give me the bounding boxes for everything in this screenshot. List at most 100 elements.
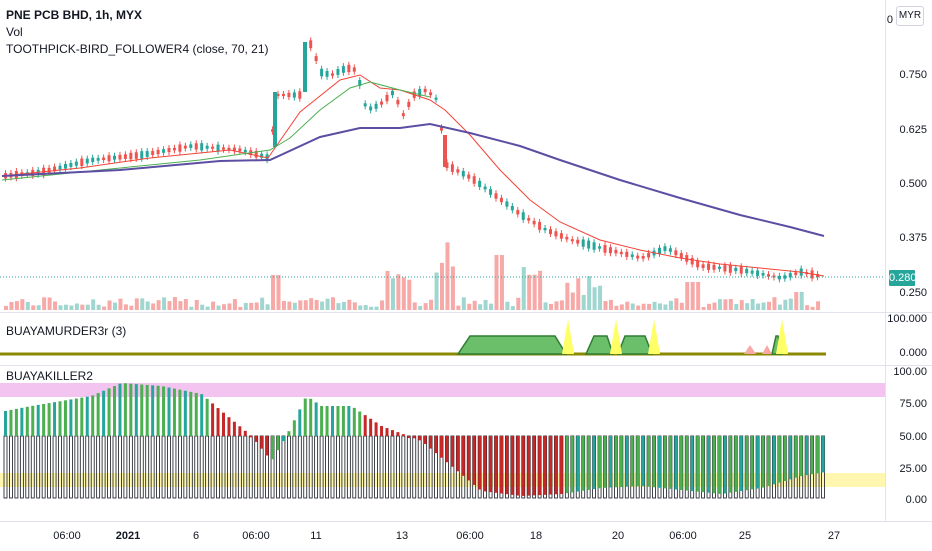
oscillator-fill xyxy=(521,436,525,496)
price-chart[interactable] xyxy=(0,0,885,312)
candle xyxy=(53,166,57,172)
oscillator-fill xyxy=(341,406,345,436)
candle xyxy=(134,152,138,159)
oscillator-fill xyxy=(723,436,727,494)
oscillator-bar xyxy=(58,435,62,499)
volume-bar xyxy=(85,304,90,310)
oscillator-fill xyxy=(118,383,122,436)
candle xyxy=(434,97,438,100)
volume-bar xyxy=(118,298,123,310)
oscillator-bar xyxy=(417,435,422,499)
pane-divider[interactable] xyxy=(0,365,932,366)
oscillator-fill xyxy=(581,436,585,491)
volume-bar xyxy=(805,305,810,310)
time-label: 27 xyxy=(827,530,841,542)
time-axis[interactable]: 06:00 2021 6 06:00 11 13 06:00 18 20 06:… xyxy=(0,521,932,551)
oscillator-fill xyxy=(374,422,378,436)
volume-bar xyxy=(309,298,314,310)
volume-bar xyxy=(369,306,374,310)
volume-bar xyxy=(232,299,237,310)
murder-axis[interactable]: 100.000 0.000 xyxy=(885,313,932,365)
volume-bar xyxy=(559,300,564,310)
volume-bar xyxy=(505,301,510,310)
oscillator-fill xyxy=(227,417,231,436)
oscillator-fill xyxy=(53,402,57,436)
pane-divider[interactable] xyxy=(0,312,932,313)
oscillator-fill xyxy=(25,406,29,436)
oscillator-fill xyxy=(554,436,558,495)
oscillator-fill xyxy=(549,436,552,495)
oscillator-fill xyxy=(598,436,602,489)
oscillator-fill xyxy=(559,436,563,495)
volume-bar xyxy=(641,303,646,310)
volume-bar xyxy=(467,303,472,310)
volume-bar xyxy=(625,301,630,310)
killer-tick: 25.00 xyxy=(899,463,927,475)
oscillator-bar xyxy=(118,435,122,499)
oscillator-fill xyxy=(499,436,503,494)
oscillator-fill xyxy=(205,398,209,436)
oscillator-bar xyxy=(47,435,51,499)
volume-bar xyxy=(576,278,581,310)
volume-bar xyxy=(320,301,325,310)
oscillator-fill xyxy=(756,436,760,489)
candle xyxy=(658,247,661,254)
candle xyxy=(647,252,651,258)
candle xyxy=(145,151,149,157)
volume-bar xyxy=(390,278,395,310)
oscillator-fill xyxy=(183,390,187,436)
candle xyxy=(118,154,122,160)
price-axis[interactable]: 0 0.750 0.625 0.500 0.375 0.250 xyxy=(885,0,932,312)
volume-bar xyxy=(107,300,112,310)
volume-bar xyxy=(543,302,548,310)
volume-bar xyxy=(761,302,766,310)
candle xyxy=(663,246,667,252)
currency-button[interactable]: MYR xyxy=(896,6,924,26)
killer-chart[interactable] xyxy=(0,366,885,521)
time-label: 2021 xyxy=(115,530,141,542)
oscillator-fill xyxy=(636,436,640,487)
volume-bar xyxy=(63,304,68,310)
candle xyxy=(816,273,820,278)
candle xyxy=(559,233,563,239)
oscillator-fill xyxy=(232,421,236,436)
oscillator-fill xyxy=(745,436,749,491)
ma-slow-line xyxy=(1,122,825,237)
volume-bar xyxy=(58,305,63,310)
oscillator-fill xyxy=(712,436,716,494)
candle xyxy=(309,40,313,49)
killer-axis[interactable]: 100.00 75.00 50.00 25.00 0.00 xyxy=(885,366,932,521)
murder-pane[interactable]: BUAYAMURDER3r (3) xyxy=(0,313,885,365)
candle xyxy=(510,205,514,211)
oscillator-fill xyxy=(363,415,367,436)
candle xyxy=(162,149,166,153)
volume-bar xyxy=(303,300,308,310)
candle xyxy=(783,275,787,279)
oscillator-bar xyxy=(297,435,302,499)
oscillator-bar xyxy=(14,435,19,499)
oscillator-fill xyxy=(123,383,127,436)
oscillator-fill xyxy=(783,436,787,481)
candle xyxy=(505,201,509,207)
oscillator-bar xyxy=(9,435,13,499)
signal-hump xyxy=(584,335,615,355)
oscillator-bar xyxy=(385,435,389,499)
killer-pane[interactable]: BUAYAKILLER2 xyxy=(0,366,885,521)
oscillator-bar xyxy=(357,435,362,499)
candle xyxy=(603,245,607,253)
oscillator-fill xyxy=(396,432,400,436)
volume-bar xyxy=(145,301,150,310)
oscillator-bar xyxy=(134,435,139,499)
murder-chart[interactable] xyxy=(0,313,885,365)
oscillator-fill xyxy=(151,385,155,436)
volume-bar xyxy=(292,302,297,310)
oscillator-bar xyxy=(194,435,199,499)
oscillator-bar xyxy=(107,435,111,499)
price-pane[interactable]: PNE PCB BHD, 1h, MYX Vol TOOTHPICK-BIRD_… xyxy=(0,0,885,312)
price-tick: 0.500 xyxy=(899,178,927,190)
oscillator-fill xyxy=(401,434,405,437)
oscillator-bar xyxy=(303,435,308,499)
candle xyxy=(205,145,209,149)
oscillator-fill xyxy=(347,406,351,436)
oscillator-fill xyxy=(200,394,204,436)
